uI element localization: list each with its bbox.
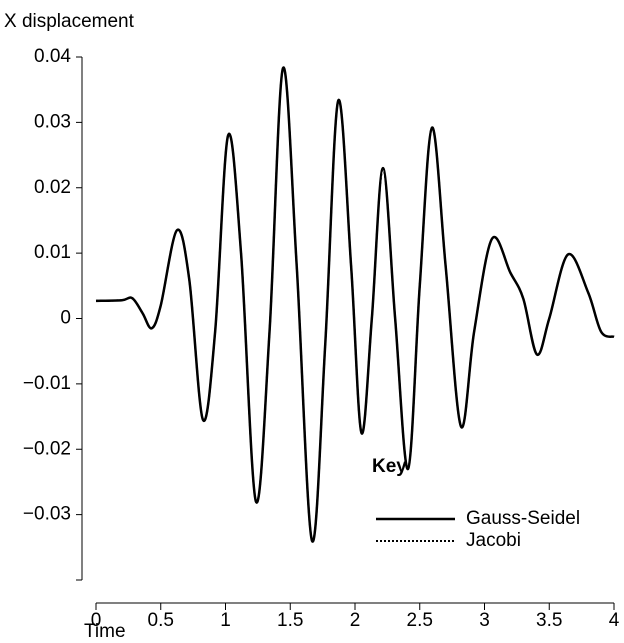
legend-label: Jacobi xyxy=(466,530,521,551)
x-tick-label: 3 xyxy=(479,610,490,631)
x-axis-label: Time xyxy=(84,621,126,642)
y-tick-label: −0.01 xyxy=(23,373,71,394)
y-tick-label: −0.02 xyxy=(23,438,71,459)
x-tick-label: 4 xyxy=(609,610,620,631)
y-tick-label: −0.03 xyxy=(23,504,71,525)
x-tick-label: 2.5 xyxy=(407,610,433,631)
legend-title: Key xyxy=(372,456,407,477)
y-tick-label: 0.03 xyxy=(34,111,71,132)
x-tick-label: 1 xyxy=(220,610,231,631)
x-tick-label: 0 xyxy=(91,610,102,631)
legend-label: Gauss-Seidel xyxy=(466,508,580,529)
x-tick-label: 1.5 xyxy=(277,610,303,631)
x-tick-label: 0.5 xyxy=(148,610,174,631)
y-tick-label: 0.04 xyxy=(34,46,71,67)
data-line xyxy=(95,66,615,543)
y-tick-label: 0 xyxy=(60,308,71,329)
x-tick-label: 2 xyxy=(350,610,361,631)
y-tick-label: 0.02 xyxy=(34,177,71,198)
y-axis-label: X displacement xyxy=(4,11,135,32)
y-tick-label: 0.01 xyxy=(34,242,71,263)
data-line xyxy=(95,66,615,543)
x-tick-label: 3.5 xyxy=(536,610,562,631)
